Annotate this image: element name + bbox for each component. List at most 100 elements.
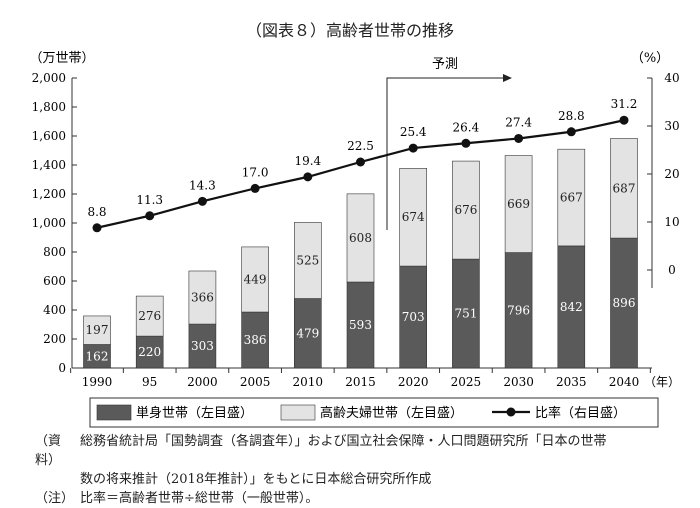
left-tick-label: 0: [58, 361, 66, 375]
x-tick-label: 2010: [293, 375, 324, 389]
bar-single: [504, 252, 533, 369]
note-text: 比率＝高齢者世帯÷総世帯（一般世帯）。: [80, 491, 319, 506]
ratio-label: 25.4: [400, 125, 427, 139]
bar-couple: [188, 270, 217, 325]
source-line-1: 総務省統計局「国勢調査（各調査年）」および国立社会保障・人口問題研究所「日本の世…: [80, 434, 607, 449]
bar-couple-label: 669: [507, 197, 530, 211]
forecast-bracket: [386, 77, 505, 230]
ratio-point: [514, 133, 524, 143]
bar-single: [610, 237, 638, 369]
note-label: （注）: [35, 491, 75, 506]
left-tick-label: 1,200: [32, 187, 66, 201]
x-tick-label: 1990: [82, 375, 113, 389]
bar-couple-label: 197: [86, 323, 109, 337]
left-tick-label: 200: [43, 332, 66, 346]
bar-couple-label: 366: [191, 291, 214, 305]
bar-couple: [452, 160, 480, 260]
bar-single: [135, 335, 164, 369]
bar-single-label: 220: [138, 345, 161, 359]
bar-couple: [504, 155, 533, 253]
ratio-label: 8.8: [87, 205, 106, 219]
bar-couple-label: 674: [402, 210, 425, 224]
ratio-point: [619, 115, 629, 125]
x-tick-label: 2000: [187, 375, 218, 389]
left-tick-label: 2,000: [32, 71, 66, 85]
x-tick-label: 2040: [609, 375, 640, 389]
bar-couple-label: 525: [296, 253, 319, 267]
bar-couple: [293, 222, 322, 299]
left-tick-label: 1,400: [32, 158, 66, 172]
ratio-point: [92, 223, 102, 233]
source-label: （資料）: [35, 434, 62, 468]
bar-couple-label: 676: [454, 203, 477, 217]
ratio-point: [197, 196, 207, 206]
bar-single-label: 162: [86, 349, 109, 363]
ratio-point: [145, 211, 155, 221]
bar-couple-label: 608: [349, 231, 372, 245]
ratio-label: 31.2: [611, 97, 638, 111]
legend-swatch-couple: [280, 404, 316, 421]
bar-couple-label: 276: [138, 309, 161, 323]
ratio-point: [566, 127, 576, 137]
bar-single-label: 842: [560, 300, 583, 314]
bar-single: [452, 258, 480, 369]
right-tick-label: 0: [668, 263, 676, 277]
legend-box: [89, 397, 659, 428]
bar-couple: [346, 193, 375, 283]
legend-swatch-ratio-dot: [506, 407, 516, 417]
x-tick-label: 95: [142, 375, 157, 389]
notes: （資料） 総務省統計局「国勢調査（各調査年）」および国立社会保障・人口問題研究所「…: [35, 432, 685, 508]
bar-single-label: 386: [244, 333, 267, 347]
x-tick-label: 2030: [503, 375, 534, 389]
ratio-label: 26.4: [453, 120, 480, 134]
ratio-label: 11.3: [136, 193, 163, 207]
bar-couple: [241, 246, 269, 313]
bar-couple-label: 687: [613, 181, 636, 195]
x-tick-label: 2015: [345, 375, 376, 389]
legend-swatch-single: [96, 404, 132, 421]
bar-couple: [610, 138, 638, 239]
ratio-label: 17.0: [242, 165, 269, 179]
bar-single-label: 303: [191, 339, 214, 353]
right-tick-label: 20: [664, 167, 679, 181]
x-tick-label: 2035: [556, 375, 587, 389]
ratio-point: [408, 143, 418, 153]
bar-single-label: 479: [296, 326, 319, 340]
bar-couple: [135, 295, 164, 337]
left-tick-label: 1,800: [32, 100, 66, 114]
bar-single: [241, 311, 269, 369]
bar-single: [557, 245, 586, 369]
bar-couple: [557, 148, 586, 247]
ratio-point: [461, 138, 471, 148]
x-tick-label: 2025: [451, 375, 482, 389]
left-tick-label: 1,600: [32, 129, 66, 143]
x-tick-label: 2005: [240, 375, 271, 389]
left-tick-label: 1,000: [32, 216, 66, 230]
forecast-arrowhead: [503, 74, 512, 82]
left-tick-label: 600: [43, 274, 66, 288]
right-tick-label: 30: [664, 119, 679, 133]
chart-title: （図表８）高齢者世帯の推移: [246, 21, 454, 40]
x-axis-unit: （年）: [644, 375, 680, 389]
right-tick-label: 10: [664, 215, 679, 229]
bar-single: [188, 323, 217, 369]
ratio-label: 14.3: [189, 178, 216, 192]
ratio-label: 28.8: [558, 109, 585, 123]
legend-label-single: 単身世帯（左目盛）: [136, 405, 253, 421]
forecast-label: 予測: [432, 57, 458, 72]
source-line-2: 数の将来推計（2018年推計）」をもとに日本総合研究所作成: [80, 472, 432, 487]
legend-label-ratio: 比率（右目盛）: [535, 405, 626, 421]
legend-label-couple: 高齢夫婦世帯（左目盛）: [320, 405, 463, 421]
x-tick-label: 2020: [398, 375, 429, 389]
ratio-label: 19.4: [294, 154, 321, 168]
right-axis-label: （%）: [631, 51, 669, 66]
bar-couple: [83, 315, 111, 345]
bar-single-label: 593: [349, 318, 372, 332]
ratio-point: [303, 172, 313, 182]
ratio-point: [356, 157, 365, 167]
bar-single-label: 751: [454, 307, 477, 321]
chart: （図表８）高齢者世帯の推移（万世帯） （%）02004006008001,0001…: [29, 21, 680, 428]
left-axis-label: （万世帯）: [29, 51, 94, 66]
bar-single-label: 796: [507, 303, 530, 317]
bar-couple: [399, 168, 428, 267]
